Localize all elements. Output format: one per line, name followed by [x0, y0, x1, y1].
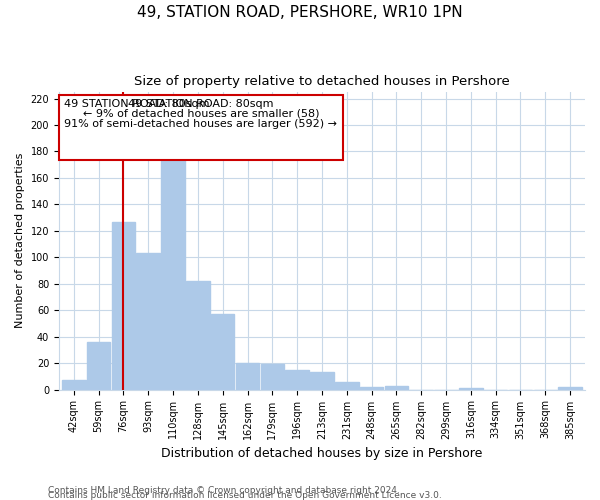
X-axis label: Distribution of detached houses by size in Pershore: Distribution of detached houses by size … — [161, 447, 482, 460]
Text: 49, STATION ROAD, PERSHORE, WR10 1PN: 49, STATION ROAD, PERSHORE, WR10 1PN — [137, 5, 463, 20]
Bar — [335, 382, 359, 390]
Bar — [112, 222, 135, 390]
Text: 91% of semi-detached houses are larger (592) →: 91% of semi-detached houses are larger (… — [64, 118, 337, 128]
Bar — [260, 364, 284, 390]
Bar — [459, 388, 482, 390]
Bar — [310, 372, 334, 390]
Text: Contains public sector information licensed under the Open Government Licence v3: Contains public sector information licen… — [48, 491, 442, 500]
Bar — [360, 387, 383, 390]
Bar — [87, 342, 110, 390]
Text: Contains HM Land Registry data © Crown copyright and database right 2024.: Contains HM Land Registry data © Crown c… — [48, 486, 400, 495]
Bar — [161, 149, 185, 390]
Title: Size of property relative to detached houses in Pershore: Size of property relative to detached ho… — [134, 75, 510, 88]
Bar — [186, 281, 209, 390]
Bar — [136, 254, 160, 390]
Bar — [559, 387, 582, 390]
Y-axis label: Number of detached properties: Number of detached properties — [15, 153, 25, 328]
Bar — [62, 380, 86, 390]
Bar — [236, 363, 259, 390]
Text: ← 9% of detached houses are smaller (58): ← 9% of detached houses are smaller (58) — [83, 108, 319, 118]
Bar — [211, 314, 235, 390]
Bar — [286, 370, 309, 390]
Bar — [385, 386, 408, 390]
Text: 49 STATION ROAD: 80sqm: 49 STATION ROAD: 80sqm — [64, 100, 209, 110]
Text: 49 STATION ROAD: 80sqm: 49 STATION ROAD: 80sqm — [128, 100, 274, 110]
FancyBboxPatch shape — [59, 95, 343, 160]
